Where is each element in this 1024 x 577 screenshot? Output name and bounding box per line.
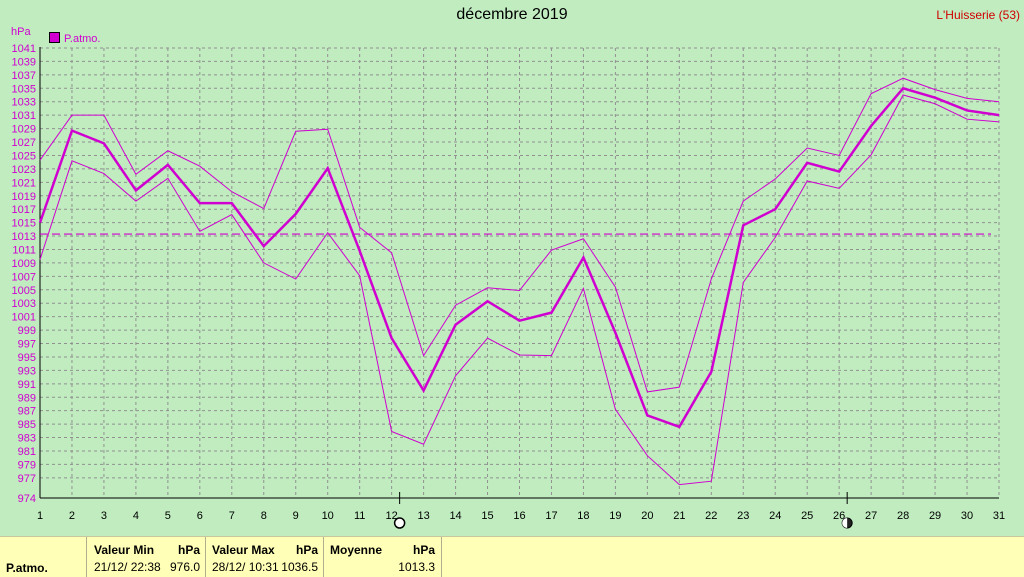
chart-grid [40, 47, 1000, 498]
y-tick-label: 1033 [12, 97, 36, 109]
y-tick-label: 1009 [12, 258, 36, 270]
legend-swatch [49, 32, 60, 43]
stats-mean-header: Moyenne [330, 543, 383, 557]
x-tick-label: 1 [37, 510, 43, 522]
y-tick-label: 1011 [12, 244, 36, 256]
chart-plot: 9749779799819839859879899919939959979991… [12, 43, 1006, 529]
y-tick-label: 999 [18, 325, 36, 337]
y-tick-label: 977 [18, 473, 36, 485]
x-tick-label: 5 [165, 510, 171, 522]
stats-max-value: 1036.5 [281, 560, 318, 574]
y-tick-label: 979 [18, 459, 36, 471]
x-tick-label: 18 [577, 510, 589, 522]
stats-max-unit: hPa [295, 543, 318, 557]
x-tick-label: 15 [481, 510, 493, 522]
series-line-max [39, 77, 1000, 393]
x-tick-label: 10 [322, 510, 334, 522]
stats-min-header: Valeur Min [94, 543, 155, 557]
y-tick-label: 987 [18, 406, 36, 418]
stats-mean-unit: hPa [412, 543, 435, 557]
x-tick-label: 7 [229, 510, 235, 522]
legend-label: P.atmo. [64, 33, 101, 45]
y-tick-label: 974 [18, 493, 36, 505]
x-tick-label: 3 [101, 510, 107, 522]
stats-max-header: Valeur Max [212, 543, 275, 557]
stats-min-value: 976.0 [169, 560, 200, 574]
y-tick-label: 1021 [12, 177, 36, 189]
x-tick-label: 22 [705, 510, 717, 522]
x-tick-label: 24 [769, 510, 781, 522]
station-name: L'Huisserie (53) [936, 8, 1020, 22]
y-tick-label: 1029 [12, 124, 36, 136]
stats-max-date: 28/12/ 10:31 [212, 560, 279, 574]
y-tick-label: 1015 [12, 218, 36, 230]
y-tick-label: 991 [18, 379, 36, 391]
y-tick-label: 997 [18, 339, 36, 351]
x-tick-label: 14 [449, 510, 461, 522]
x-tick-label: 31 [993, 510, 1005, 522]
x-tick-label: 20 [641, 510, 653, 522]
x-tick-label: 25 [801, 510, 813, 522]
chart-axes [39, 47, 999, 499]
y-axis-label: hPa [11, 26, 31, 38]
x-tick-label: 29 [929, 510, 941, 522]
y-tick-label: 993 [18, 365, 36, 377]
y-tick-label: 1031 [12, 110, 36, 122]
chart-title: décembre 2019 [456, 6, 568, 23]
x-tick-label: 12 [386, 510, 398, 522]
x-tick-label: 23 [737, 510, 749, 522]
y-tick-label: 1005 [12, 285, 36, 297]
x-tick-label: 4 [133, 510, 139, 522]
x-tick-label: 17 [545, 510, 557, 522]
legend: P.atmo. [49, 32, 101, 45]
y-tick-label: 1023 [12, 164, 36, 176]
x-tick-label: 2 [69, 510, 75, 522]
y-tick-label: 1039 [12, 56, 36, 68]
y-tick-label: 1007 [12, 271, 36, 283]
x-tick-label: 21 [673, 510, 685, 522]
y-tick-label: 1019 [12, 191, 36, 203]
y-tick-label: 1027 [12, 137, 36, 149]
x-tick-label: 16 [513, 510, 525, 522]
full-moon-icon [393, 517, 406, 529]
y-tick-label: 1013 [12, 231, 36, 243]
stats-max-cell: Valeur Max hPa 28/12/ 10:31 1036.5 [206, 537, 324, 577]
x-tick-label: 6 [197, 510, 203, 522]
y-tick-label: 1025 [12, 150, 36, 162]
stats-row-label: P.atmo. [6, 561, 48, 575]
y-tick-label: 1001 [12, 312, 36, 324]
moon-phase-markers [393, 492, 853, 529]
series-line-mean [38, 86, 1000, 429]
x-tick-label: 30 [961, 510, 973, 522]
stats-panel: P.atmo. Valeur Min hPa 21/12/ 22:38 976.… [0, 536, 1024, 577]
y-tick-label: 1041 [12, 43, 36, 55]
stats-mean-value: 1013.3 [398, 560, 435, 574]
y-tick-label: 1017 [12, 204, 36, 216]
series-line-min [39, 94, 1000, 486]
stats-row-label-cell: P.atmo. [0, 537, 87, 577]
x-tick-label: 9 [293, 510, 299, 522]
x-tick-label: 13 [417, 510, 429, 522]
y-tick-label: 1037 [12, 70, 36, 82]
moon-crescent-shape [842, 518, 848, 528]
chart-tick-labels: 9749779799819839859879899919939959979991… [12, 43, 1006, 522]
stats-min-unit: hPa [177, 543, 200, 557]
y-tick-label: 983 [18, 433, 36, 445]
x-tick-label: 27 [865, 510, 877, 522]
y-tick-label: 995 [18, 352, 36, 364]
y-tick-label: 981 [18, 446, 36, 458]
stats-mean-cell: Moyenne hPa 1013.3 [324, 537, 442, 577]
x-tick-label: 26 [833, 510, 845, 522]
stats-min-date: 21/12/ 22:38 [94, 560, 161, 574]
y-tick-label: 985 [18, 419, 36, 431]
y-tick-label: 1035 [12, 83, 36, 95]
stats-min-cell: Valeur Min hPa 21/12/ 22:38 976.0 [87, 537, 206, 577]
chart-series [38, 77, 1000, 486]
y-tick-label: 989 [18, 392, 36, 404]
x-tick-label: 28 [897, 510, 909, 522]
x-tick-label: 8 [261, 510, 267, 522]
x-tick-label: 19 [609, 510, 621, 522]
y-tick-label: 1003 [12, 298, 36, 310]
x-tick-label: 11 [354, 510, 365, 522]
